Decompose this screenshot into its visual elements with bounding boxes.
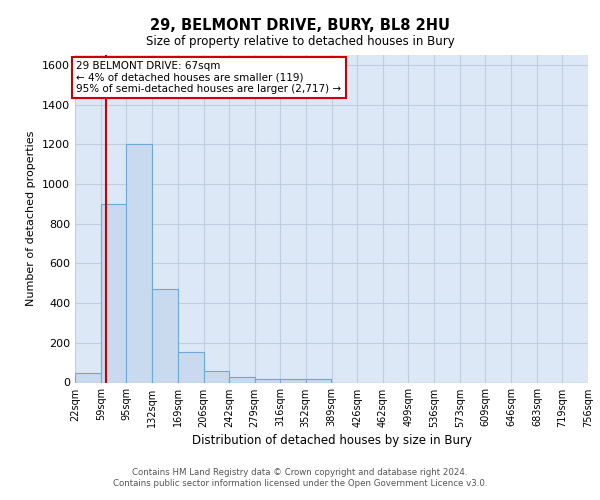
Bar [203, 370, 229, 382]
Bar [152, 289, 178, 382]
Text: 29, BELMONT DRIVE, BURY, BL8 2HU: 29, BELMONT DRIVE, BURY, BL8 2HU [150, 18, 450, 32]
Bar [178, 352, 203, 382]
Bar [75, 372, 101, 382]
Bar [305, 378, 331, 382]
Text: 29 BELMONT DRIVE: 67sqm
← 4% of detached houses are smaller (119)
95% of semi-de: 29 BELMONT DRIVE: 67sqm ← 4% of detached… [76, 61, 341, 94]
Bar [126, 144, 152, 382]
Y-axis label: Number of detached properties: Number of detached properties [26, 131, 37, 306]
Bar [101, 204, 126, 382]
X-axis label: Distribution of detached houses by size in Bury: Distribution of detached houses by size … [191, 434, 472, 446]
Bar [254, 378, 280, 382]
Bar [280, 378, 305, 382]
Text: Size of property relative to detached houses in Bury: Size of property relative to detached ho… [146, 35, 454, 48]
Text: Contains HM Land Registry data © Crown copyright and database right 2024.
Contai: Contains HM Land Registry data © Crown c… [113, 468, 487, 487]
Bar [229, 376, 254, 382]
